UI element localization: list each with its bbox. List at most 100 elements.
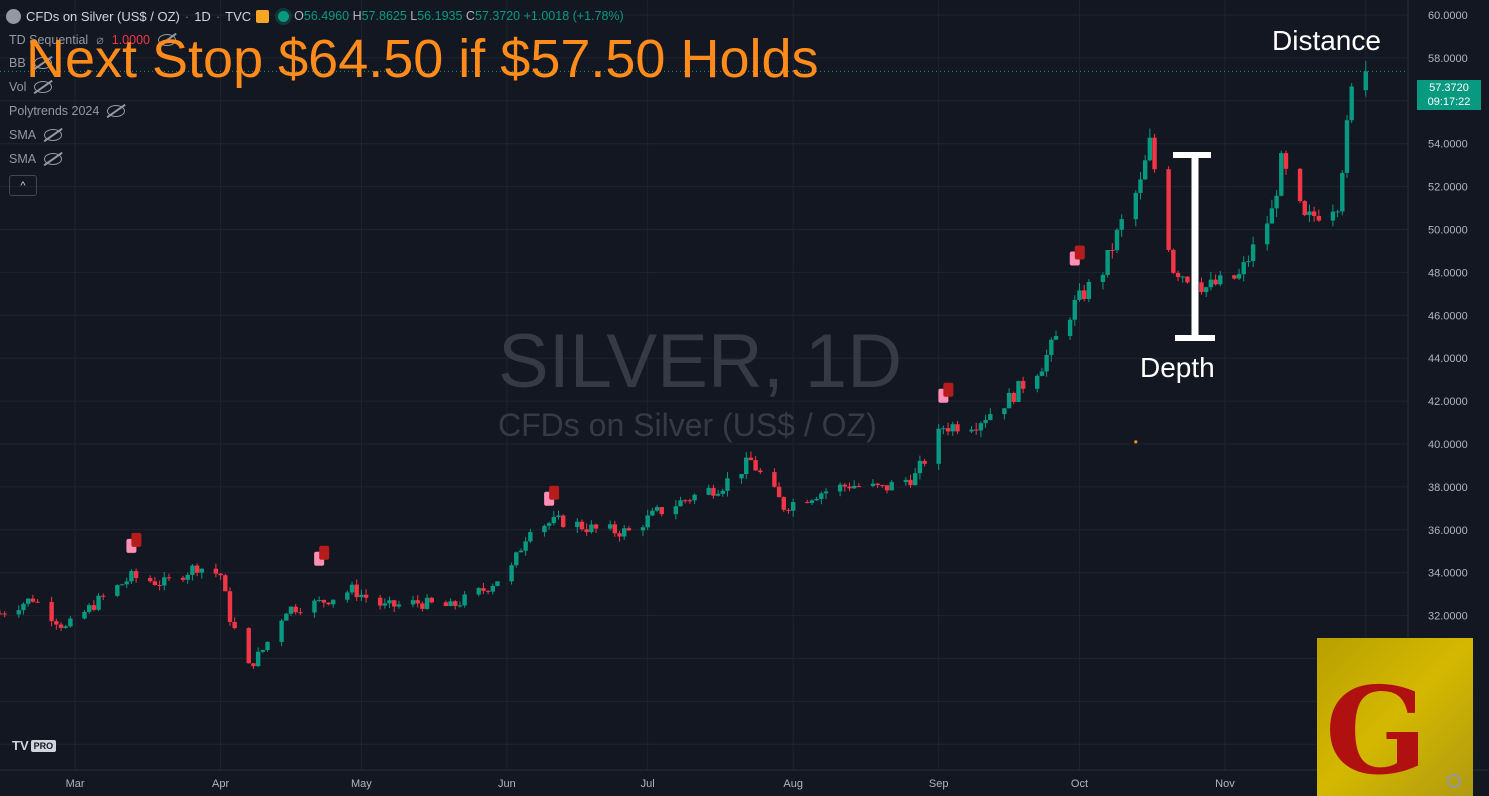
candle-down <box>147 577 153 582</box>
candle-up <box>1335 211 1340 213</box>
candle-down <box>298 612 303 614</box>
candle-up <box>1180 276 1185 278</box>
gear-icon[interactable] <box>1447 774 1461 788</box>
candle-up <box>673 506 679 515</box>
interval-label[interactable]: 1D <box>194 8 211 24</box>
candle-up <box>988 414 993 420</box>
candle-down <box>101 595 106 597</box>
candle-up <box>1246 261 1251 263</box>
symbol-title[interactable]: CFDs on Silver (US$ / OZ) <box>26 8 180 24</box>
candle-up <box>199 568 205 573</box>
candle-down <box>856 485 862 487</box>
candle-up <box>1133 192 1138 220</box>
candle-down <box>363 594 369 598</box>
flag-icon[interactable] <box>256 9 270 23</box>
candle-down <box>1011 392 1016 402</box>
candle-up <box>1049 339 1054 355</box>
price-tick-label: 52.0000 <box>1428 182 1468 194</box>
td-setup-marker <box>131 532 142 547</box>
candle-up <box>119 584 125 586</box>
eye-hidden-icon[interactable] <box>107 105 126 117</box>
chart-header: CFDs on Silver (US$ / OZ) · 1D · TVC O56… <box>6 7 624 25</box>
candle-down <box>420 603 425 609</box>
eye-hidden-icon[interactable] <box>33 57 52 69</box>
candle-down <box>213 568 219 574</box>
candle-up <box>814 498 819 501</box>
collapse-indicators-button[interactable]: ^ <box>9 175 37 196</box>
candle-down <box>1185 276 1190 283</box>
candle-down <box>232 621 237 629</box>
price-tick-label: 32.0000 <box>1428 611 1468 623</box>
candle-up <box>589 524 594 533</box>
candle-down <box>1297 168 1303 202</box>
candle-down <box>354 584 359 598</box>
indicator-sma-1[interactable]: SMA <box>9 128 63 142</box>
td-setup-marker <box>549 485 560 500</box>
time-tick-label: Aug <box>783 778 803 790</box>
candle-up <box>25 598 31 604</box>
candle-down <box>1175 272 1181 278</box>
tradingview-logo[interactable]: TV PRO <box>12 738 57 753</box>
candle-down <box>922 460 927 464</box>
candle-up <box>819 493 824 499</box>
candle-up <box>1100 274 1106 282</box>
candle-down <box>49 601 54 622</box>
price-tick-label: 38.0000 <box>1428 482 1468 494</box>
candle-down <box>453 601 458 606</box>
candle-up <box>448 601 453 607</box>
candle-down <box>54 621 59 625</box>
candle-down <box>584 529 589 533</box>
indicator-bb[interactable]: BB <box>9 56 52 70</box>
eye-hidden-icon[interactable] <box>34 81 53 93</box>
candle-up <box>1067 319 1073 337</box>
candle-up <box>124 581 129 585</box>
candle-down <box>321 599 327 603</box>
candle-down <box>1311 211 1317 216</box>
candle-down <box>30 598 36 602</box>
eye-hidden-icon[interactable] <box>157 33 176 46</box>
eye-hidden-icon[interactable] <box>44 129 63 141</box>
candle-up <box>68 618 73 627</box>
candle-down <box>805 502 810 504</box>
indicator-sma-2[interactable]: SMA <box>9 152 63 166</box>
eye-hidden-icon[interactable] <box>44 153 63 165</box>
candle-up <box>837 484 843 492</box>
candle-up <box>495 581 500 586</box>
candle-up <box>518 550 524 553</box>
indicator-vol[interactable]: Vol <box>9 80 53 94</box>
candle-up <box>917 460 923 474</box>
candle-down <box>251 663 256 667</box>
candle-down <box>1213 279 1218 285</box>
candle-up <box>1279 153 1284 196</box>
indicator-polytrends[interactable]: Polytrends 2024 <box>9 104 126 118</box>
candle-down <box>884 485 890 491</box>
candle-up <box>1077 290 1082 300</box>
candle-up <box>650 510 655 516</box>
headline-annotation: Next Stop $64.50 if $57.50 Holds <box>26 29 819 89</box>
candle-down <box>1232 275 1237 279</box>
candle-up <box>162 577 167 586</box>
candle-down <box>429 597 434 603</box>
candle-down <box>485 590 491 592</box>
candle-down <box>58 624 64 628</box>
candle-up <box>1265 223 1270 245</box>
candle-down <box>1302 201 1307 216</box>
candle-up <box>265 641 270 650</box>
indicator-td-sequential[interactable]: TD Sequential ⌀ 1.0000 <box>9 32 176 47</box>
candle-up <box>1236 274 1242 279</box>
candle-up <box>396 604 402 607</box>
candle-up <box>1269 208 1275 224</box>
separator-dot: · <box>215 8 221 24</box>
candle-up <box>1330 211 1336 221</box>
price-tick-label: 46.0000 <box>1428 310 1468 322</box>
candle-up <box>96 595 101 610</box>
candle-up <box>190 565 195 575</box>
candle-up <box>260 649 266 652</box>
candle-up <box>255 651 261 667</box>
candle-down <box>593 524 599 529</box>
candle-up <box>622 528 627 537</box>
candle-up <box>528 532 533 542</box>
candle-down <box>842 484 847 487</box>
candle-up <box>21 603 26 611</box>
